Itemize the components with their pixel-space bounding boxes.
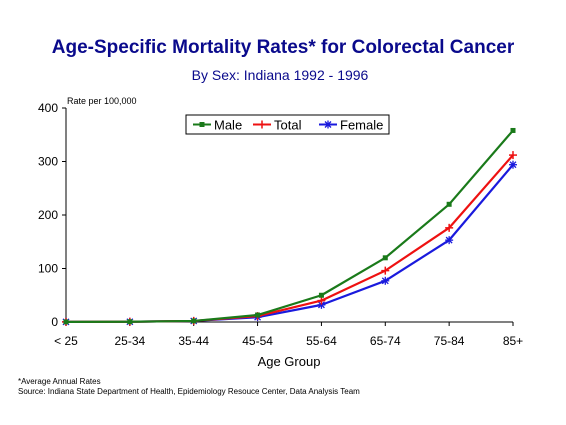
data-point-male: [382, 255, 388, 261]
data-point-male: [510, 127, 516, 133]
data-point-total: [381, 266, 390, 275]
x-tick-label: 25-34: [115, 334, 146, 348]
x-ticks: < 25 25-34 35-44 45-54 55-64 65-74 75-84 85+: [54, 322, 523, 348]
legend-item-male: Male: [193, 118, 242, 133]
legend-items: Male Total Female: [193, 118, 383, 133]
x-tick-label: 55-64: [306, 334, 337, 348]
y-tick-label: 0: [51, 315, 58, 329]
footnote-average: *Average Annual Rates: [18, 377, 101, 386]
x-tick-label: 45-54: [242, 334, 273, 348]
legend-item-female: Female: [319, 118, 383, 133]
data-point-total: [509, 151, 517, 160]
data-point-male: [318, 292, 324, 298]
data-point-female: [381, 276, 390, 285]
x-axis-title: Age Group: [258, 354, 321, 369]
axes: [65, 108, 513, 323]
x-tick-label: 65-74: [370, 334, 401, 348]
chart-subtitle: By Sex: Indiana 1992 - 1996: [192, 67, 369, 83]
data-point-male: [255, 312, 261, 318]
series-line-total: [65, 154, 514, 323]
legend-label-female: Female: [340, 118, 383, 133]
data-point-male: [191, 318, 197, 324]
y-ticks: 0 100 200 300 400: [38, 101, 66, 329]
legend-marker-female: [324, 120, 332, 129]
y-tick-label: 200: [38, 208, 58, 222]
series-line-female: [65, 163, 514, 323]
legend: Male Total Female: [185, 114, 390, 135]
y-axis-title: Rate per 100,000: [67, 96, 137, 106]
data-point-male: [63, 319, 69, 325]
data-point-total: [445, 223, 454, 232]
data-point-male: [127, 319, 133, 325]
y-tick-label: 100: [38, 262, 58, 276]
series-layer: [62, 127, 517, 326]
legend-marker-male: [199, 122, 205, 127]
data-point-female: [445, 236, 454, 245]
legend-marker-total: [258, 120, 266, 129]
legend-box: [185, 114, 390, 135]
x-tick-label: < 25: [54, 334, 78, 348]
x-tick-label: 75-84: [434, 334, 465, 348]
chart-title: Age-Specific Mortality Rates* for Colore…: [52, 37, 515, 58]
legend-label-male: Male: [214, 118, 242, 133]
data-point-male: [446, 201, 452, 207]
legend-item-total: Total: [253, 118, 302, 133]
y-tick-label: 400: [38, 101, 58, 115]
legend-label-total: Total: [274, 118, 302, 133]
series-line-male: [65, 129, 514, 323]
data-point-total: [317, 296, 326, 305]
x-tick-label: 85+: [503, 334, 523, 348]
y-tick-label: 300: [38, 155, 58, 169]
data-point-female: [509, 160, 517, 169]
x-tick-label: 35-44: [178, 334, 209, 348]
footnote-source: Source: Indiana State Department of Heal…: [18, 387, 360, 396]
